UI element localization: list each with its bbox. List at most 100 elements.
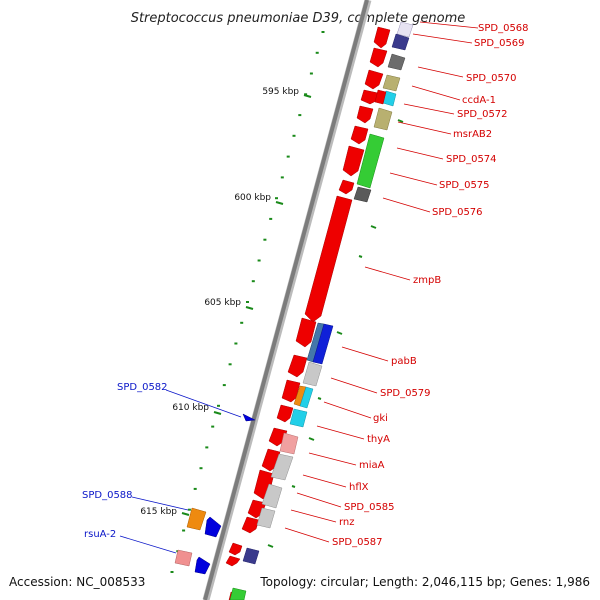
gene-arrow [373, 26, 391, 49]
leader-line [284, 527, 330, 543]
major-ticks: 595 kbp 600 kbp 605 kbp 610 kbp 615 kbp [140, 87, 312, 517]
feature-box [256, 507, 276, 529]
right-labels: SPD_0568 SPD_0569 SPD_0570 ccdA-1 SPD_05… [284, 21, 529, 548]
tick-dot [280, 176, 284, 179]
gene-arrow [281, 379, 301, 403]
feature-box [382, 74, 401, 92]
tick-dot [246, 301, 249, 303]
leader-line [131, 496, 189, 511]
tick-dot [257, 259, 261, 262]
feature-box [302, 361, 323, 387]
gene-label: hflX [349, 482, 369, 493]
tick-dot [205, 446, 209, 449]
gene-label: SPD_0572 [457, 109, 508, 120]
gene-label: SPD_0575 [439, 180, 490, 191]
feature-box [289, 408, 308, 428]
gene-arrow [342, 145, 365, 177]
gene-arrow [276, 404, 294, 423]
forward-genes [225, 26, 391, 600]
tick-mark [275, 201, 284, 205]
tick-label: 595 kbp [262, 87, 299, 97]
tick-dot [222, 384, 226, 387]
gene-label: ccdA-1 [462, 95, 496, 106]
gene-label: SPD_0570 [466, 73, 517, 84]
tick-dot [199, 467, 203, 470]
tick-dot [251, 280, 255, 283]
leader-line [119, 535, 177, 554]
tick-label: 610 kbp [172, 403, 209, 413]
tick-dot [292, 134, 296, 137]
gene-label: SPD_0585 [344, 502, 395, 513]
tick-dot [187, 508, 191, 511]
tick-dot [228, 363, 232, 366]
left-labels: SPD_0582 SPD_0588 rsuA-2 [82, 382, 242, 554]
map-title: Streptococcus pneumoniae D39, complete g… [131, 11, 466, 26]
inner-tick [291, 485, 296, 488]
tick-dot [298, 114, 302, 117]
tick-mark [303, 94, 312, 98]
gene-arrow [369, 47, 388, 68]
gene-arrow [241, 516, 260, 534]
feature-box [242, 547, 260, 565]
feature-box [279, 432, 299, 455]
feature-box [299, 386, 314, 409]
tick-dot [193, 487, 197, 490]
accession-text: Accession: NC_008533 [9, 575, 145, 589]
leader-line [411, 85, 461, 101]
tick-dot [240, 321, 244, 324]
tick-dot [217, 404, 220, 407]
gene-arrow [364, 69, 384, 90]
reverse-gene-arrow [194, 556, 211, 575]
gene-arrow [360, 89, 379, 105]
feature-box [229, 587, 247, 600]
tick-dot [234, 342, 238, 345]
leader-line [302, 474, 347, 488]
gene-label: rnz [339, 517, 355, 528]
tick-dot [269, 217, 273, 220]
leader-line [165, 389, 242, 418]
gene-arrow [287, 354, 308, 378]
gene-label: SPD_0574 [446, 154, 497, 165]
reverse-gene-arrow [204, 516, 222, 538]
tick-label: 605 kbp [204, 298, 241, 308]
leader-line [419, 21, 479, 29]
feature-box [373, 107, 393, 131]
gene-label: rsuA-2 [84, 529, 116, 540]
leader-line [308, 452, 357, 466]
tick-mark [213, 411, 222, 415]
gene-arrow [295, 317, 317, 348]
tick-dot [315, 51, 319, 54]
inner-ticks [267, 33, 409, 548]
tick-dot [263, 238, 267, 241]
feature-box [396, 21, 414, 38]
leader-line [403, 103, 455, 115]
gene-label: gki [373, 413, 388, 424]
gene-label: SPD_0568 [478, 23, 529, 34]
gene-label: miaA [359, 460, 385, 471]
gene-label: msrAB2 [453, 129, 492, 140]
inner-tick [336, 331, 343, 335]
inner-tick [397, 119, 404, 123]
tick-dot [182, 529, 186, 532]
gene-arrow [304, 195, 353, 323]
leader-line [316, 425, 365, 440]
leader-line [412, 33, 473, 44]
leader-line [364, 266, 411, 281]
feature-box [387, 53, 406, 71]
leader-line [341, 346, 389, 362]
feature-box [356, 133, 385, 189]
inner-tick [370, 225, 377, 229]
leader-line [290, 509, 337, 523]
gene-label: SPD_0569 [474, 38, 525, 49]
feature-box [186, 507, 207, 531]
gene-arrow [225, 555, 241, 567]
feature-box [270, 453, 294, 481]
leader-line [396, 147, 444, 160]
gene-label: SPD_0582 [117, 382, 168, 393]
gene-label: SPD_0576 [432, 207, 483, 218]
gene-label: SPD_0588 [82, 490, 133, 501]
tick-dots [170, 31, 325, 573]
leader-line [397, 121, 452, 135]
